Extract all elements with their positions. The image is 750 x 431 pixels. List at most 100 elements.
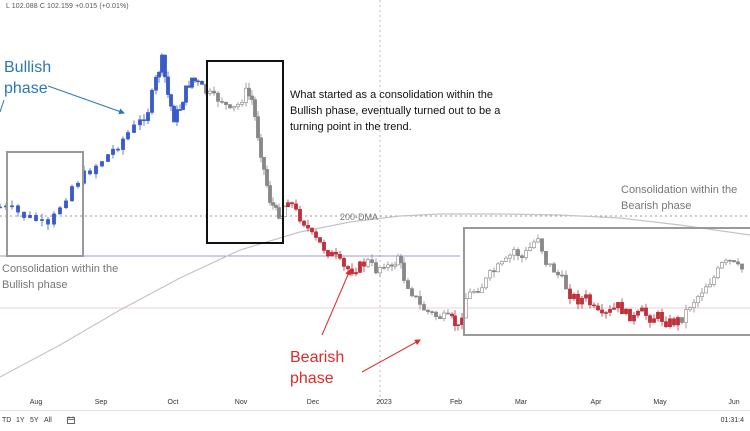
candle-body — [10, 205, 14, 208]
candle-body — [290, 202, 294, 205]
candle-body — [138, 119, 142, 126]
candle-body — [572, 293, 576, 299]
candle-body — [468, 291, 472, 300]
price-chart[interactable]: Bullish phase What started as a consolid… — [0, 0, 750, 410]
calendar-icon[interactable] — [67, 416, 75, 424]
bearish-phase-label-2: phase — [290, 370, 334, 387]
candle-body — [370, 259, 374, 263]
candle-body — [732, 260, 736, 263]
candle-body — [142, 119, 146, 122]
candle-body — [393, 264, 397, 267]
candle-body — [52, 213, 56, 225]
x-axis: Aug Sep Oct Nov Dec 2023 Feb Mar Apr May Jun — [30, 399, 740, 406]
candle-body — [163, 54, 167, 78]
candle-body — [636, 310, 640, 316]
range-button-td[interactable]: TD — [2, 417, 12, 424]
candle-body — [708, 284, 712, 288]
candle-body — [430, 311, 434, 313]
candle-body — [58, 207, 62, 215]
bullish-arrow — [47, 85, 125, 115]
candle-body — [612, 307, 616, 310]
candle-body — [193, 77, 197, 82]
candle-body — [322, 242, 326, 251]
note-line-3: turning point in the trend. — [290, 121, 412, 133]
candle-body — [262, 157, 266, 170]
candle-body — [484, 277, 488, 289]
candle-body — [536, 238, 540, 243]
candle-body — [488, 270, 492, 279]
candle-body — [154, 76, 158, 91]
candle-body — [604, 312, 608, 314]
x-tick-label: May — [653, 399, 667, 406]
candle-body — [552, 263, 556, 273]
candle-body — [652, 318, 656, 323]
candle-body — [402, 262, 406, 281]
x-tick-label: Jun — [728, 399, 739, 406]
candle-body — [496, 263, 500, 273]
candle-body — [277, 207, 281, 219]
candle-body — [528, 247, 532, 251]
ohlc-readout: L 102.088 C 102.159 +0.015 (+0.01%) — [6, 3, 129, 10]
candle-body — [656, 311, 660, 319]
candle-body — [338, 253, 342, 259]
range-button-all[interactable]: All — [44, 417, 52, 424]
candle-body — [40, 219, 44, 221]
candle-body — [508, 254, 512, 259]
candle-body — [500, 261, 504, 265]
candle-body — [250, 95, 254, 100]
candle-body — [216, 92, 220, 102]
candle-body — [684, 309, 688, 323]
candle-body — [121, 138, 125, 150]
x-tick-label: Aug — [30, 399, 43, 406]
candle-body — [418, 296, 422, 305]
candle-body — [116, 148, 120, 151]
candle-body — [414, 295, 418, 298]
candle-body — [212, 90, 216, 94]
candle-body — [314, 231, 318, 238]
candle-body — [362, 261, 366, 267]
candle-body — [648, 315, 652, 323]
x-tick-label: Oct — [168, 399, 179, 406]
candle-body — [450, 313, 454, 317]
dma-label: 200-DMA — [340, 212, 378, 222]
candle-body — [692, 302, 696, 308]
range-button-5y[interactable]: 5Y — [30, 417, 39, 424]
candle-body — [540, 238, 544, 252]
candle-body — [676, 317, 680, 326]
candle-body — [178, 109, 182, 111]
candle-body — [46, 219, 50, 225]
candle-body — [564, 274, 568, 290]
candle-body — [644, 307, 648, 316]
candle-body — [476, 291, 480, 293]
candle-body — [716, 267, 720, 278]
candle-body — [294, 203, 298, 210]
candle-body — [548, 263, 552, 266]
candle-body — [696, 296, 700, 303]
candle-body — [224, 101, 228, 105]
candle-body — [712, 277, 716, 285]
candle-body — [438, 316, 442, 319]
candle-body — [544, 250, 548, 265]
candle-body — [100, 161, 104, 167]
consol-bearish-label-1: Consolidation within the — [621, 184, 737, 196]
consolidation-box-bearish — [463, 227, 750, 336]
candle-body — [146, 112, 150, 121]
candle-body — [422, 304, 426, 311]
candle-body — [366, 259, 370, 267]
candle-body — [720, 262, 724, 269]
candle-body — [157, 72, 161, 78]
candle-body — [256, 116, 260, 139]
candle-body — [740, 263, 744, 270]
candle-body — [399, 255, 403, 264]
candle-body — [492, 270, 496, 273]
candle-body — [504, 257, 508, 262]
candle-body — [302, 220, 306, 226]
candle-body — [453, 315, 457, 327]
candle-body — [184, 85, 188, 103]
candle-body — [620, 302, 624, 314]
consol-bullish-label-2: Bullish phase — [2, 279, 67, 291]
candle-body — [190, 77, 194, 88]
clock-readout: 01:31:4 — [720, 417, 744, 424]
range-button-1y[interactable]: 1Y — [16, 417, 25, 424]
candle-body — [446, 312, 450, 315]
